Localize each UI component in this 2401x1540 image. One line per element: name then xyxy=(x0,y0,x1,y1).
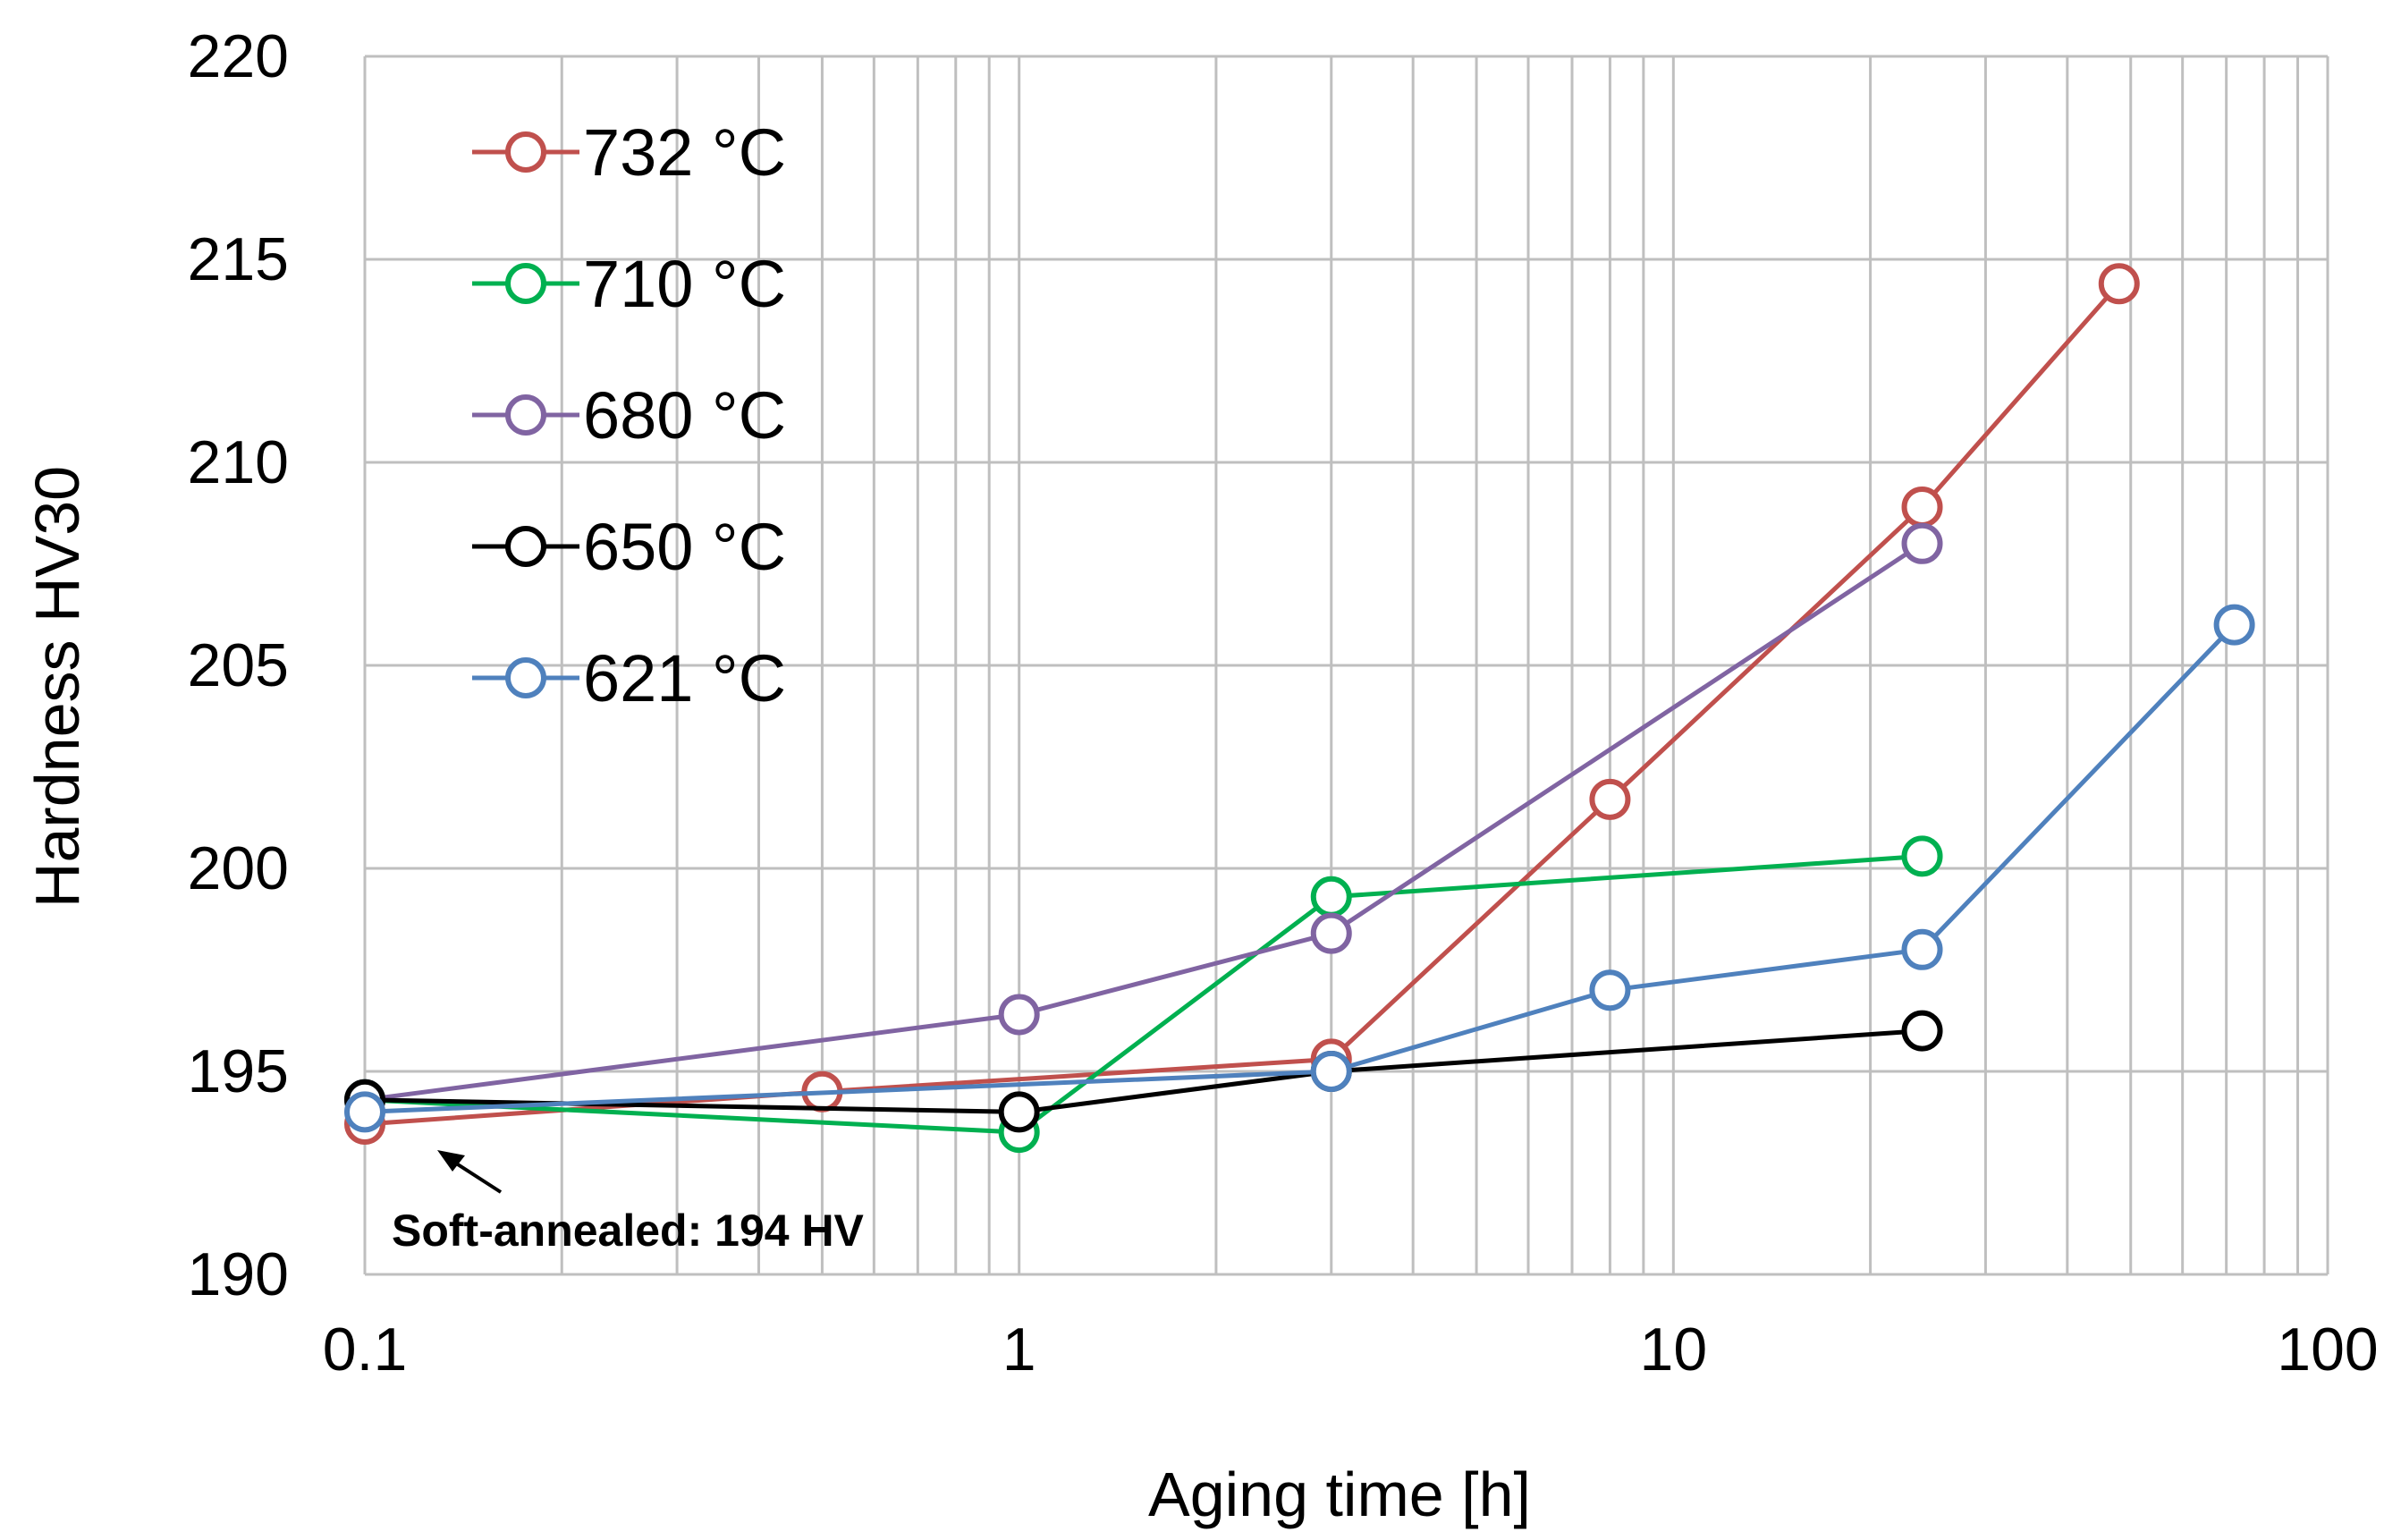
legend-label: 710 °C xyxy=(583,247,786,321)
data-point xyxy=(1901,928,1943,970)
x-tick-label: 100 xyxy=(2277,1316,2378,1383)
data-point xyxy=(998,994,1040,1036)
legend-marker xyxy=(505,131,546,173)
legend-marker xyxy=(505,657,546,698)
data-series xyxy=(344,263,2255,1154)
grid xyxy=(363,55,2329,1276)
legend-entry: 710 °C xyxy=(472,247,786,321)
legend-entry: 680 °C xyxy=(472,378,786,453)
y-tick-label: 200 xyxy=(188,834,289,902)
y-tick-label: 195 xyxy=(188,1037,289,1105)
data-point xyxy=(344,1091,385,1133)
y-tick-label: 210 xyxy=(188,428,289,496)
series-line xyxy=(364,853,1923,1135)
data-point xyxy=(1901,835,1943,877)
annotation-arrow-head xyxy=(437,1150,465,1172)
legend-marker xyxy=(505,526,546,567)
tick-labels: 190 195 200 205 210 215 220 0.1 1 10 100 xyxy=(188,22,2379,1383)
legend-label: 650 °C xyxy=(583,510,786,584)
y-tick-label: 220 xyxy=(188,22,289,90)
data-point xyxy=(2098,263,2140,305)
annotation: Soft-annealed: 194 HV xyxy=(392,1150,865,1256)
data-point xyxy=(1310,1051,1352,1092)
series-line xyxy=(364,541,1923,1103)
data-point xyxy=(1901,1010,1943,1052)
annotation-text: Soft-annealed: 194 HV xyxy=(392,1206,865,1256)
y-tick-label: 215 xyxy=(188,225,289,293)
legend-label: 680 °C xyxy=(583,378,786,453)
x-tick-label: 0.1 xyxy=(323,1316,408,1383)
data-point xyxy=(1589,969,1631,1011)
x-tick-label: 1 xyxy=(1002,1316,1036,1383)
data-point xyxy=(1310,912,1352,954)
legend-marker xyxy=(505,263,546,304)
legend-entry: 650 °C xyxy=(472,510,786,584)
y-tick-label: 205 xyxy=(188,631,289,699)
data-point xyxy=(1589,778,1631,820)
series-line xyxy=(364,1028,1923,1114)
data-point xyxy=(1901,522,1943,564)
data-point xyxy=(1901,486,1943,528)
x-tick-label: 10 xyxy=(1640,1316,1708,1383)
legend-label: 621 °C xyxy=(583,641,786,715)
legend-entry: 732 °C xyxy=(472,115,786,190)
data-point xyxy=(1310,876,1352,918)
y-axis-title: Hardness HV30 xyxy=(22,466,92,908)
legend-label: 732 °C xyxy=(583,115,786,190)
x-axis-title: Aging time [h] xyxy=(1148,1460,1531,1529)
legend-entry: 621 °C xyxy=(472,641,786,715)
series-4 xyxy=(344,604,2255,1133)
legend: 732 °C 710 °C 680 °C 650 °C 621 °C xyxy=(472,115,786,715)
legend-marker xyxy=(505,394,546,436)
data-point xyxy=(998,1091,1040,1133)
data-point xyxy=(2213,604,2255,646)
y-tick-label: 190 xyxy=(188,1240,289,1308)
